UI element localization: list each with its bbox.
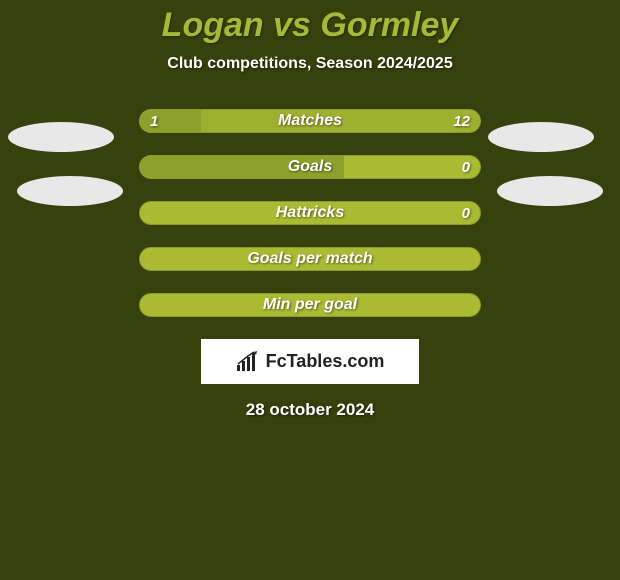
stat-label: Matches <box>140 110 480 132</box>
stat-right-value: 0 <box>462 202 470 224</box>
stat-left-value: 1 <box>150 110 158 132</box>
player-oval <box>8 122 114 152</box>
stat-label: Goals per match <box>140 248 480 270</box>
page-title: Logan vs Gormley <box>0 0 620 45</box>
player-oval <box>17 176 123 206</box>
stat-right-value: 0 <box>462 156 470 178</box>
stat-label: Goals <box>140 156 480 178</box>
player-oval <box>488 122 594 152</box>
date-label: 28 october 2024 <box>0 400 620 420</box>
player-oval <box>497 176 603 206</box>
stat-bar: Goals0 <box>139 155 481 179</box>
stat-bar: Matches1 12 <box>139 109 481 133</box>
brand-text: FcTables.com <box>266 351 385 372</box>
bar-chart-icon <box>236 351 260 373</box>
brand-logo: FcTables.com <box>201 339 419 384</box>
stat-right-value: 12 <box>453 110 470 132</box>
stat-label: Hattricks <box>140 202 480 224</box>
stat-bar: Goals per match <box>139 247 481 271</box>
subtitle: Club competitions, Season 2024/2025 <box>0 55 620 73</box>
stat-bar: Min per goal <box>139 293 481 317</box>
stat-label: Min per goal <box>140 294 480 316</box>
stat-bar: Hattricks0 <box>139 201 481 225</box>
